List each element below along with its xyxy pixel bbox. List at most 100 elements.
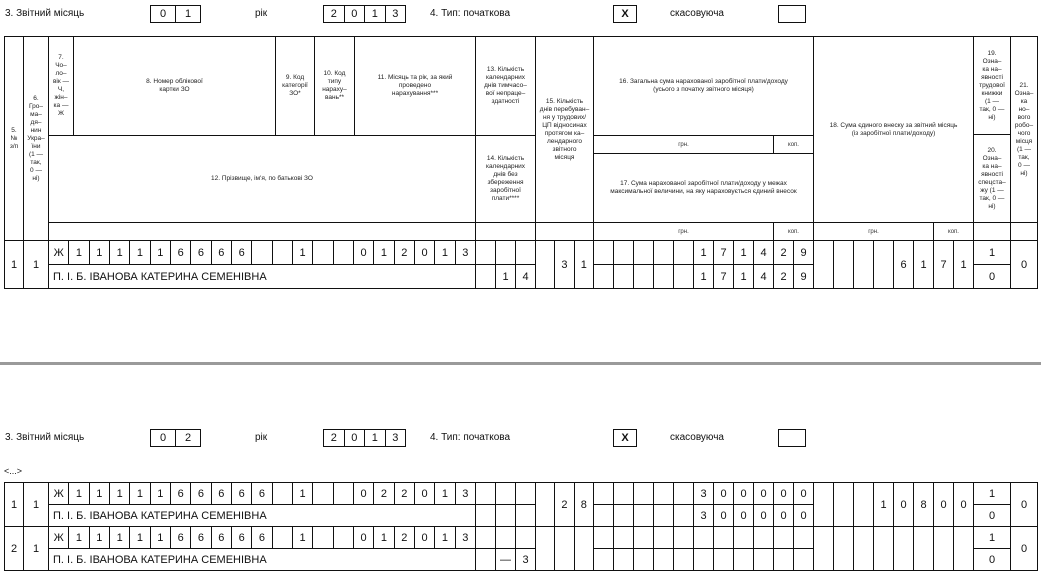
- code-cell[interactable]: Ж: [48, 240, 70, 265]
- capped-income-cell[interactable]: [653, 548, 674, 571]
- code-cell[interactable]: 0: [352, 526, 375, 549]
- code-cell[interactable]: 2: [373, 482, 395, 505]
- total-income-cell[interactable]: [673, 482, 694, 505]
- full-name-field[interactable]: П. І. Б. ІВАНОВА КАТЕРИНА СЕМЕНІВНА: [48, 548, 476, 571]
- capped-income-cell[interactable]: [593, 264, 614, 289]
- code-cell[interactable]: 6: [169, 526, 192, 549]
- contribution-cell[interactable]: [813, 526, 834, 571]
- capped-income-cell[interactable]: 1: [733, 264, 754, 289]
- code-cell[interactable]: 1: [108, 526, 131, 549]
- total-income-cell[interactable]: [793, 526, 814, 549]
- code-cell[interactable]: [332, 482, 354, 505]
- code-cell[interactable]: 1: [68, 526, 90, 549]
- sick-days-cell[interactable]: [495, 240, 516, 265]
- capped-income-cell[interactable]: [613, 504, 634, 527]
- total-income-cell[interactable]: 0: [753, 482, 774, 505]
- unpaid-days-cell[interactable]: 3: [515, 548, 536, 571]
- capped-income-cell[interactable]: [593, 504, 614, 527]
- unpaid-days-cell[interactable]: [475, 548, 496, 571]
- unpaid-days-cell[interactable]: [515, 504, 536, 527]
- code-cell[interactable]: 1: [88, 240, 110, 265]
- code-cell[interactable]: [251, 240, 273, 265]
- code-cell[interactable]: 6: [190, 482, 212, 505]
- code-cell[interactable]: 0: [352, 240, 375, 265]
- code-cell[interactable]: 1: [291, 482, 314, 505]
- total-income-cell[interactable]: 3: [693, 482, 714, 505]
- capped-income-cell[interactable]: [673, 504, 694, 527]
- code-cell[interactable]: Ж: [48, 482, 70, 505]
- capped-income-cell[interactable]: 0: [773, 504, 794, 527]
- contribution-cell[interactable]: [813, 240, 834, 289]
- code-cell[interactable]: 6: [210, 240, 232, 265]
- capped-income-cell[interactable]: 0: [793, 504, 814, 527]
- capped-income-cell[interactable]: [693, 548, 714, 571]
- capped-income-cell[interactable]: 0: [713, 504, 734, 527]
- code-cell[interactable]: 1: [129, 526, 151, 549]
- code-cell[interactable]: 6: [190, 526, 212, 549]
- total-income-cell[interactable]: [733, 526, 754, 549]
- code-cell[interactable]: [332, 240, 354, 265]
- contribution-cell[interactable]: 1: [953, 240, 974, 289]
- code-cell[interactable]: [271, 482, 293, 505]
- employment-days-cell[interactable]: 2: [554, 482, 575, 527]
- code-cell[interactable]: 6: [251, 526, 273, 549]
- sick-days-cell[interactable]: [515, 482, 536, 505]
- special-service-flag[interactable]: 0: [973, 548, 1011, 571]
- sick-days-cell[interactable]: [515, 526, 536, 549]
- total-income-cell[interactable]: 0: [773, 482, 794, 505]
- sick-days-cell[interactable]: [475, 482, 496, 505]
- citizen-flag[interactable]: 1: [23, 482, 49, 527]
- code-cell[interactable]: 6: [210, 482, 232, 505]
- capped-income-cell[interactable]: [613, 264, 634, 289]
- unpaid-days-cell[interactable]: 4: [515, 264, 536, 289]
- employment-days-cell[interactable]: [535, 240, 556, 289]
- capped-income-cell[interactable]: 4: [753, 264, 774, 289]
- cancel-type-checkbox[interactable]: [778, 429, 806, 447]
- work-book-flag[interactable]: 1: [973, 526, 1011, 549]
- code-cell[interactable]: 6: [169, 240, 192, 265]
- code-cell[interactable]: 1: [291, 526, 314, 549]
- citizen-flag[interactable]: 1: [23, 240, 49, 289]
- code-cell[interactable]: 1: [108, 482, 131, 505]
- code-cell[interactable]: 6: [190, 240, 212, 265]
- contribution-cell[interactable]: [873, 526, 894, 571]
- capped-income-cell[interactable]: [653, 264, 674, 289]
- capped-income-cell[interactable]: [753, 548, 774, 571]
- sick-days-cell[interactable]: [475, 240, 496, 265]
- total-income-cell[interactable]: [653, 482, 674, 505]
- employment-days-cell[interactable]: [554, 526, 575, 571]
- capped-income-cell[interactable]: 1: [693, 264, 714, 289]
- contribution-cell[interactable]: [873, 240, 894, 289]
- code-cell[interactable]: 1: [88, 482, 110, 505]
- unpaid-days-cell[interactable]: [495, 504, 516, 527]
- month-digit-box[interactable]: 2: [175, 429, 201, 447]
- employment-days-cell[interactable]: 3: [554, 240, 575, 289]
- month-digit-box[interactable]: 0: [150, 429, 176, 447]
- total-income-cell[interactable]: [713, 526, 734, 549]
- capped-income-cell[interactable]: [793, 548, 814, 571]
- total-income-cell[interactable]: [593, 482, 614, 505]
- total-income-cell[interactable]: 0: [733, 482, 754, 505]
- code-cell[interactable]: 1: [108, 240, 131, 265]
- contribution-cell[interactable]: 6: [893, 240, 914, 289]
- total-income-cell[interactable]: [673, 526, 694, 549]
- unpaid-days-cell[interactable]: [475, 504, 496, 527]
- total-income-cell[interactable]: 7: [713, 240, 734, 265]
- code-cell[interactable]: 2: [393, 482, 415, 505]
- code-cell[interactable]: 0: [413, 526, 436, 549]
- employment-days-cell[interactable]: [573, 526, 594, 571]
- code-cell[interactable]: 6: [230, 482, 253, 505]
- code-cell[interactable]: 1: [68, 240, 90, 265]
- new-workplace-flag[interactable]: 0: [1010, 240, 1038, 289]
- total-income-cell[interactable]: [633, 526, 654, 549]
- capped-income-cell[interactable]: [633, 264, 654, 289]
- year-digit-box[interactable]: 0: [343, 5, 365, 23]
- code-cell[interactable]: 1: [434, 482, 456, 505]
- code-cell[interactable]: 1: [434, 526, 456, 549]
- total-income-cell[interactable]: [633, 240, 654, 265]
- code-cell[interactable]: 2: [393, 240, 415, 265]
- total-income-cell[interactable]: [653, 526, 674, 549]
- code-cell[interactable]: 1: [149, 482, 171, 505]
- work-book-flag[interactable]: 1: [973, 482, 1011, 505]
- contribution-cell[interactable]: 1: [873, 482, 894, 527]
